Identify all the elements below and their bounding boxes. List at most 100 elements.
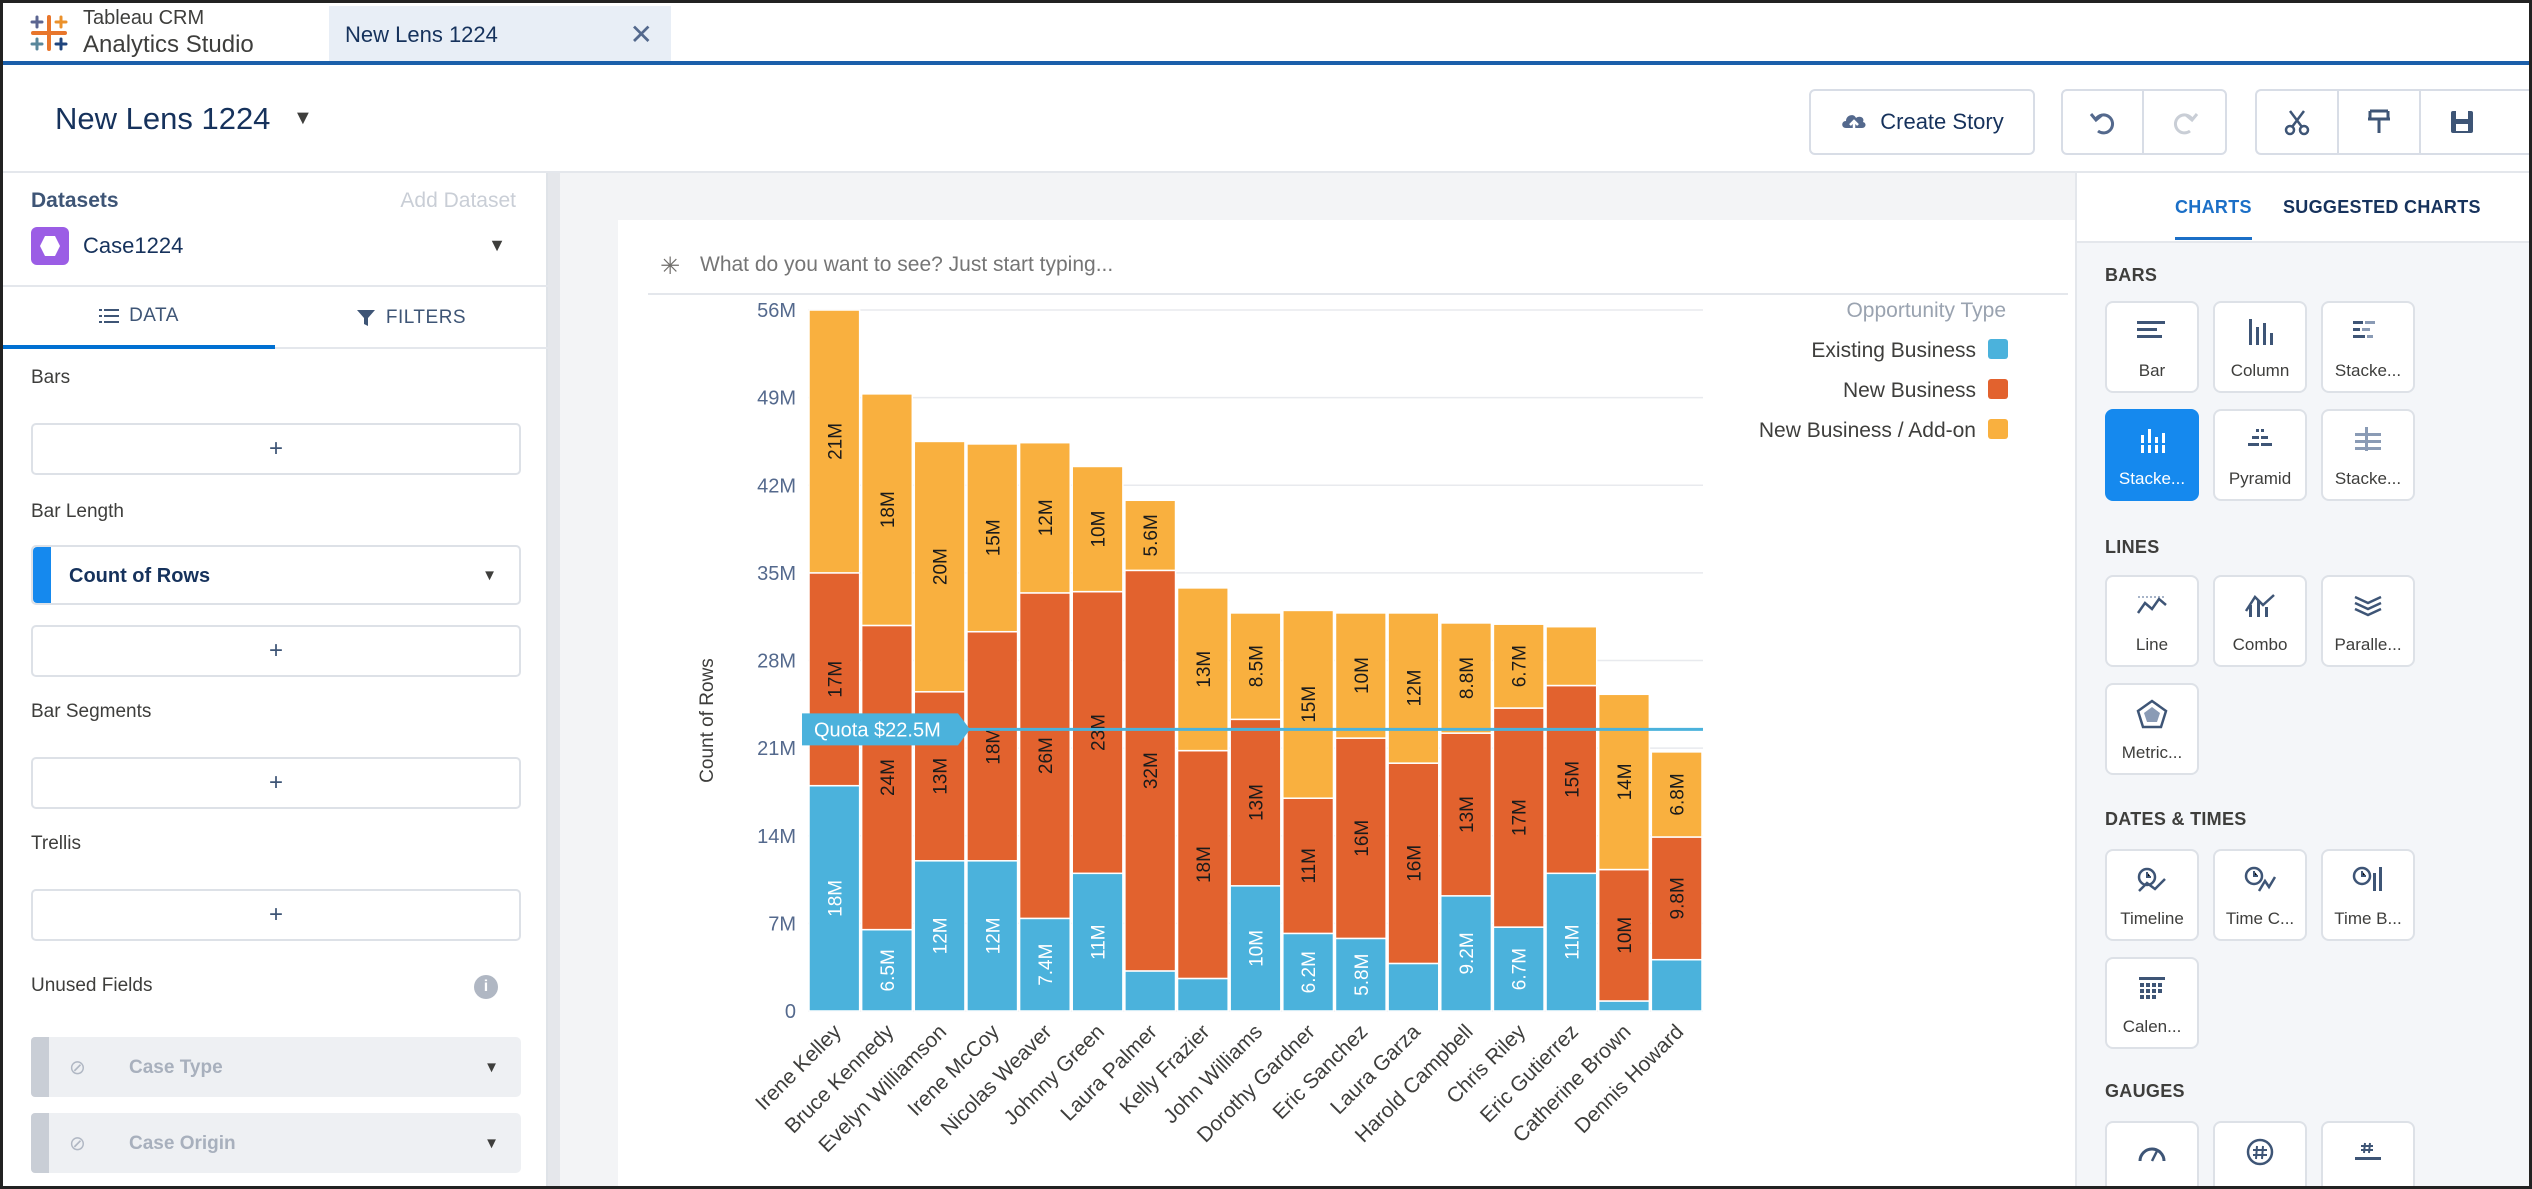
bar-data-label: 13M — [1247, 784, 1268, 821]
tab-label: New Lens 1224 — [345, 22, 498, 47]
bar-data-label: 6.2M — [1299, 951, 1320, 993]
y-tick-label: 7M — [768, 913, 796, 935]
bar-data-label: 13M — [931, 758, 952, 795]
hidden-eye-icon[interactable]: ⊘ — [69, 1133, 86, 1155]
bar-segment — [808, 309, 861, 574]
chart-type-column[interactable]: Column — [2213, 301, 2307, 393]
drag-handle-icon[interactable] — [31, 1037, 49, 1097]
bar-segment — [1124, 499, 1177, 572]
unused-field-case-origin[interactable]: ⊘ Case Origin ▼ — [31, 1113, 521, 1173]
tab-filters[interactable]: FILTERS — [275, 287, 547, 349]
chart-type-stacked-bar[interactable]: Stacke... — [2321, 301, 2415, 393]
legend-swatch — [1988, 419, 2008, 439]
stacked-percent-icon — [2355, 427, 2381, 451]
close-tab-icon[interactable]: ✕ — [629, 19, 653, 50]
bar-segment — [1018, 917, 1071, 1012]
chart-type-label: Stacke... — [2334, 361, 2402, 380]
create-story-button[interactable]: Create Story — [1809, 89, 2035, 155]
bar-segment — [1282, 932, 1335, 1012]
pin-button[interactable] — [2339, 91, 2421, 153]
legend-item-label: New Business / Add-on — [1759, 419, 1976, 442]
bar-segment — [1387, 762, 1440, 965]
app-title: Tableau CRM Analytics Studio — [83, 8, 254, 57]
bar-data-label: 16M — [1404, 845, 1425, 882]
bar-segment — [1387, 962, 1440, 1012]
bar-data-label: 18M — [878, 491, 899, 528]
chart-type-time-bar[interactable]: Time B... — [2321, 849, 2415, 941]
bar-data-label: 13M — [1194, 651, 1215, 688]
y-tick-label: 14M — [757, 826, 796, 848]
left-scrollbar[interactable] — [548, 173, 560, 1186]
bar-segment — [966, 630, 1019, 862]
chart-type-parallel[interactable]: Paralle... — [2321, 575, 2415, 667]
dataset-chevron-down-icon[interactable]: ▼ — [488, 235, 506, 255]
add-dataset-link[interactable]: Add Dataset — [400, 189, 516, 212]
chart-type-number[interactable] — [2213, 1121, 2307, 1186]
bar-segment — [1334, 612, 1387, 739]
field-chevron-down-icon[interactable]: ▼ — [484, 1059, 499, 1076]
lens-title[interactable]: New Lens 1224 — [55, 101, 271, 136]
add-trellis-button[interactable]: + — [31, 889, 521, 941]
hidden-eye-icon[interactable]: ⊘ — [69, 1057, 86, 1079]
chart-type-bullet[interactable] — [2321, 1121, 2415, 1186]
chart-type-time-combo[interactable]: Time C... — [2213, 849, 2307, 941]
add-bar-length-button[interactable]: + — [31, 625, 521, 677]
clip-button[interactable] — [2257, 91, 2339, 153]
chart-type-bar[interactable]: Bar — [2105, 301, 2199, 393]
y-tick-label: 42M — [757, 475, 796, 497]
query-input[interactable] — [700, 253, 1600, 277]
tab-data-label: DATA — [129, 305, 179, 326]
bar-data-label: 18M — [1194, 846, 1215, 883]
undo-button[interactable] — [2063, 91, 2145, 153]
chart-type-stacked-percent[interactable]: Stacke... — [2321, 409, 2415, 501]
chart-type-gauge[interactable] — [2105, 1121, 2199, 1186]
action-group — [2255, 89, 2529, 155]
stacked-bar-chart: 0 7M 14M 21M 28M 35M 42M 49M 56M Count of Rows 18M… — [697, 299, 2008, 1157]
bar-segment — [1545, 872, 1598, 1012]
unused-field-case-type[interactable]: ⊘ Case Type ▼ — [31, 1037, 521, 1097]
save-button[interactable] — [2421, 91, 2503, 153]
bar-segment — [1282, 797, 1335, 935]
chart-type-line[interactable]: Line — [2105, 575, 2199, 667]
field-chevron-down-icon[interactable]: ▼ — [482, 567, 497, 584]
chart-type-label: Paralle... — [2334, 635, 2402, 654]
bar-data-label: 17M — [1510, 799, 1531, 836]
chart-type-calendar[interactable]: Calen... — [2105, 957, 2199, 1049]
chart-type-timeline[interactable]: Timeline — [2105, 849, 2199, 941]
bar-segment — [1597, 1000, 1651, 1012]
add-bars-button[interactable]: + — [31, 423, 521, 475]
chart-type-combo[interactable]: Combo — [2213, 575, 2307, 667]
lines-section-label: LINES — [2105, 537, 2160, 557]
chart-type-metric[interactable]: Metric... — [2105, 683, 2199, 775]
lens-menu-chevron-down-icon[interactable]: ▼ — [293, 107, 313, 129]
gauge-icon — [2138, 1147, 2166, 1162]
tab-new-lens[interactable]: New Lens 1224 ✕ — [329, 6, 671, 61]
create-story-label: Create Story — [1880, 109, 2004, 134]
info-icon[interactable]: i — [474, 975, 498, 999]
bar-segment — [1650, 958, 1703, 1012]
chart-type-pyramid[interactable]: Pyramid — [2213, 409, 2307, 501]
undo-redo-group — [2061, 89, 2227, 155]
tab-data[interactable]: DATA — [3, 287, 275, 349]
drag-handle-icon[interactable] — [33, 547, 51, 603]
chart-type-stacked-column[interactable]: Stacke... — [2105, 409, 2199, 501]
timeline-icon — [2137, 867, 2166, 892]
redo-button[interactable] — [2144, 91, 2225, 153]
tab-suggested-charts[interactable]: SUGGESTED CHARTS — [2283, 197, 2481, 217]
field-chevron-down-icon[interactable]: ▼ — [484, 1135, 499, 1152]
dataset-name[interactable]: Case1224 — [83, 233, 184, 258]
bar-data-label: 21M — [825, 423, 846, 460]
add-bar-segments-button[interactable]: + — [31, 757, 521, 809]
scissors-icon — [2284, 110, 2310, 136]
bar-data-label: 26M — [1036, 737, 1057, 774]
chart-type-label: Line — [2135, 635, 2169, 654]
bar-segment — [1440, 622, 1493, 734]
chart-type-label: Bar — [2138, 361, 2166, 380]
bar-length-field[interactable]: Count of Rows ▼ — [31, 545, 521, 605]
bar-data-label: 6.5M — [878, 949, 899, 991]
drag-handle-icon[interactable] — [31, 1113, 49, 1173]
tab-charts[interactable]: CHARTS — [2175, 197, 2252, 240]
tab-filters-label: FILTERS — [385, 307, 467, 328]
bar-segment — [1124, 569, 1177, 972]
